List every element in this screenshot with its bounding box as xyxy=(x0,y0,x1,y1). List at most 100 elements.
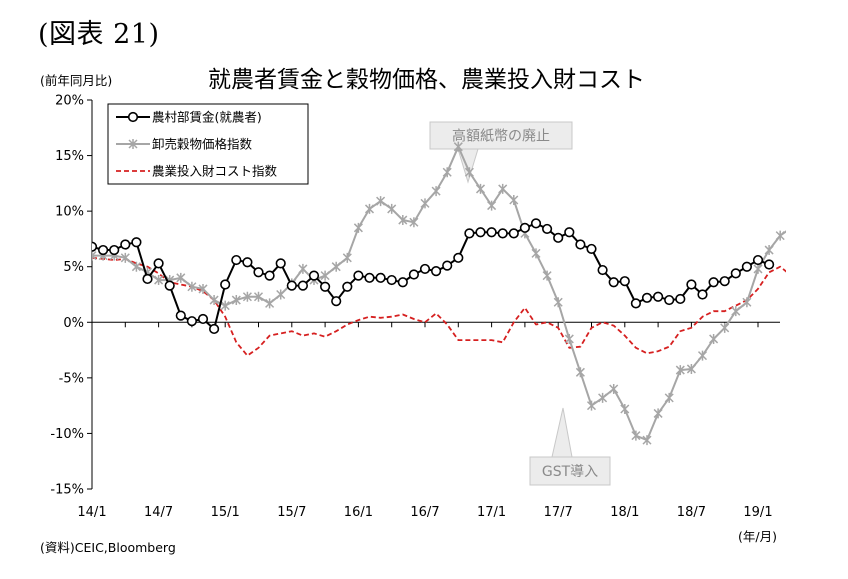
wage-data-point xyxy=(353,270,364,281)
wage-data-point xyxy=(597,264,608,276)
wage-data-point xyxy=(308,270,320,281)
grain-data-point xyxy=(675,365,685,376)
grain-data-point xyxy=(731,306,741,317)
x-tick-label: 19/1 xyxy=(743,505,772,520)
wage-data-point xyxy=(419,263,431,275)
x-tick-label: 18/1 xyxy=(610,505,639,520)
grain-data-point xyxy=(764,245,774,256)
wage-data-point xyxy=(453,252,464,263)
wage-data-point xyxy=(231,254,242,266)
series-wages xyxy=(92,218,775,335)
x-tick-label: 14/1 xyxy=(77,505,106,520)
wage-data-point xyxy=(320,281,331,292)
grain-data-point xyxy=(387,203,397,214)
grain-data-point xyxy=(498,183,508,194)
y-tick-label: -10% xyxy=(50,427,84,442)
grain-data-point xyxy=(220,300,230,311)
grain-data-point xyxy=(453,141,463,152)
figure-label: (図表 21) xyxy=(38,19,160,50)
x-tick-label: 15/7 xyxy=(277,505,306,520)
grain-data-point xyxy=(353,222,363,233)
wage-data-point xyxy=(186,316,197,327)
wage-data-point xyxy=(331,296,342,307)
grain-data-point xyxy=(364,203,375,214)
grain-data-point xyxy=(631,430,641,441)
wage-data-point xyxy=(608,277,619,288)
wage-data-point xyxy=(109,244,120,256)
grain-data-point xyxy=(575,367,585,378)
grain-data-point xyxy=(553,297,563,308)
wage-data-point xyxy=(120,239,131,250)
wage-data-point xyxy=(286,280,297,291)
grain-data-point xyxy=(531,248,541,259)
wage-data-point xyxy=(386,274,397,286)
series-line xyxy=(92,256,786,357)
series-line xyxy=(92,222,770,330)
grain-data-point xyxy=(775,230,785,241)
wage-data-point xyxy=(264,270,275,281)
grain-data-point xyxy=(187,281,197,292)
grain-data-point xyxy=(176,272,186,283)
legend-label: 農村部賃金(就農者) xyxy=(152,110,262,125)
chart-callouts: 高額紙幣の廃止 GST導入 xyxy=(429,121,611,486)
x-tick-label: 15/1 xyxy=(211,505,240,520)
wage-data-point xyxy=(131,237,142,248)
grain-data-point xyxy=(642,435,652,446)
y-tick-label: -15% xyxy=(50,483,84,498)
grain-data-point xyxy=(620,403,630,414)
grain-data-point xyxy=(342,252,352,263)
wage-data-point xyxy=(741,261,753,272)
wage-data-point xyxy=(497,228,508,239)
grain-data-point xyxy=(128,139,138,149)
grain-data-point xyxy=(475,183,486,194)
legend-label: 卸売穀物価格指数 xyxy=(152,137,253,152)
grain-data-point xyxy=(686,363,696,374)
grain-data-point xyxy=(120,252,130,263)
wage-data-point xyxy=(475,227,486,238)
wage-data-point xyxy=(364,272,375,283)
y-tick-label: 20% xyxy=(55,94,84,109)
wage-data-point xyxy=(553,232,564,243)
grain-data-point xyxy=(564,333,574,344)
wage-data-point xyxy=(242,257,253,268)
series-input-costs xyxy=(92,256,786,357)
grain-data-point xyxy=(331,261,341,272)
x-axis-unit: (年/月) xyxy=(738,529,777,544)
grain-data-point xyxy=(154,275,164,286)
x-tick-label: 16/1 xyxy=(344,505,373,520)
y-tick-label: 10% xyxy=(55,205,84,220)
grain-data-point xyxy=(298,263,308,274)
wage-data-point xyxy=(431,266,442,277)
grain-data-point xyxy=(265,298,275,309)
grain-data-point xyxy=(798,206,806,216)
wage-data-point xyxy=(675,293,686,305)
x-tick-label: 17/7 xyxy=(544,505,573,520)
x-tick-label: 14/7 xyxy=(144,505,173,520)
grain-data-point xyxy=(542,270,552,281)
wage-data-point xyxy=(730,268,741,279)
wage-data-point xyxy=(697,289,708,300)
grain-data-point xyxy=(276,289,286,300)
grain-data-point xyxy=(442,167,452,178)
grain-data-point xyxy=(431,186,441,197)
wage-data-point xyxy=(342,281,353,292)
gst-callout-label: GST導入 xyxy=(542,464,598,480)
source-note: (資料)CEIC,Bloomberg xyxy=(40,540,176,555)
wage-data-point xyxy=(375,272,386,283)
wage-data-point xyxy=(408,269,420,280)
y-tick-label: 15% xyxy=(55,149,84,164)
wage-data-point xyxy=(652,291,664,302)
grain-data-point xyxy=(209,295,219,306)
y-axis-unit: (前年同月比) xyxy=(40,73,113,88)
wage-data-point xyxy=(708,277,719,288)
grain-data-point xyxy=(398,215,408,226)
grain-data-point xyxy=(753,263,763,274)
chart-axes: 20% 15% 10% 5% 0% -5% -10% -15% 14/1 14/7 15/1 15/7… xyxy=(50,94,780,520)
demonetization-callout-box xyxy=(429,121,573,150)
wage-data-point xyxy=(175,310,186,321)
x-tick-label: 18/7 xyxy=(677,505,706,520)
chart-title: 就農者賃金と穀物価格、農業投入財コスト xyxy=(208,67,645,93)
gst-callout-pointer xyxy=(551,407,573,458)
